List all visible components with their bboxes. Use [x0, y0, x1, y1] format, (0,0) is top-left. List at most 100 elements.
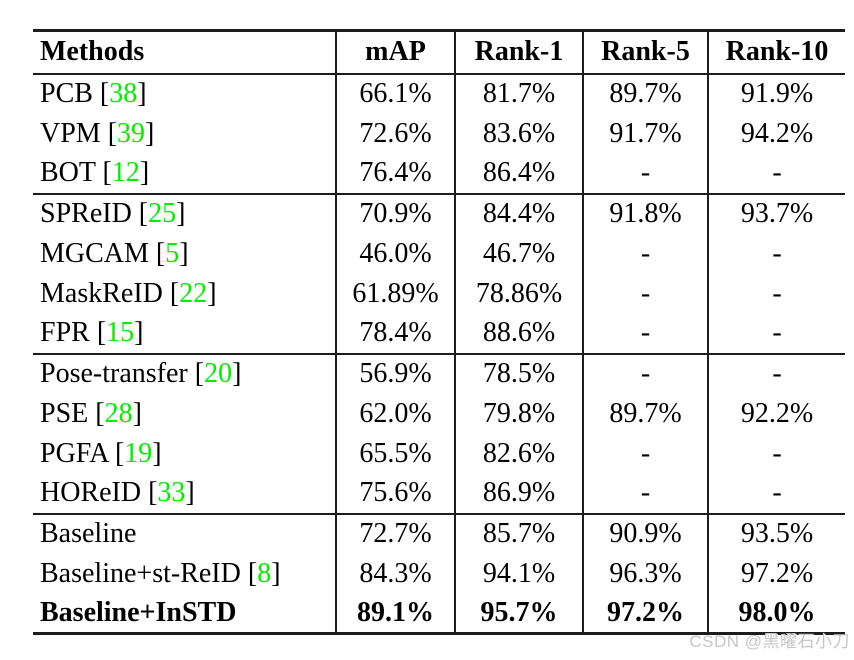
table-row: Baseline 72.7% 85.7% 90.9% 93.5%	[33, 513, 845, 554]
metric-value: -	[707, 233, 845, 274]
metric-value: 83.6%	[454, 113, 583, 154]
metric-value: 95.7%	[454, 593, 583, 634]
metric-value: 78.86%	[454, 273, 583, 314]
metric-value: 93.7%	[707, 193, 845, 234]
citation-ref: 28	[104, 397, 133, 429]
method-name: Baseline+st-ReID [8]	[40, 557, 281, 589]
metric-value: 79.8%	[454, 393, 583, 434]
metric-value: 84.4%	[454, 193, 583, 234]
method-name: FPR [15]	[40, 317, 144, 348]
metric-value: 76.4%	[335, 153, 455, 194]
metric-value: 85.7%	[454, 513, 583, 554]
table-row: BOT [12] 76.4% 86.4% - -	[33, 153, 845, 194]
table-row: Pose-transfer [20] 56.9% 78.5% - -	[33, 353, 845, 394]
metric-value: 70.9%	[335, 193, 455, 234]
metric-value: 91.8%	[582, 193, 708, 234]
metric-value: 89.7%	[582, 73, 708, 114]
metric-value: 66.1%	[335, 73, 455, 114]
metric-value: 90.9%	[582, 513, 708, 554]
metric-value: 86.9%	[454, 473, 583, 514]
metric-value: 65.5%	[335, 433, 455, 474]
metric-value: -	[582, 313, 708, 354]
metric-value: -	[707, 353, 845, 394]
citation-ref: 5	[165, 237, 180, 269]
method-name: MaskReID [22]	[40, 277, 217, 309]
metric-value: -	[582, 153, 708, 194]
citation-ref: 12	[111, 157, 140, 188]
metric-value: 72.7%	[335, 513, 455, 554]
metric-value: 89.1%	[335, 593, 455, 634]
method-name: BOT [12]	[40, 157, 150, 188]
table-row: PGFA [19] 65.5% 82.6% - -	[33, 433, 845, 474]
metric-value: 46.0%	[335, 233, 455, 274]
metric-value: 56.9%	[335, 353, 455, 394]
metric-value: 75.6%	[335, 473, 455, 514]
metric-value: 92.2%	[707, 393, 845, 434]
table-row: HOReID [33] 75.6% 86.9% - -	[33, 473, 845, 514]
table-row: MGCAM [5] 46.0% 46.7% - -	[33, 233, 845, 274]
metric-value: 93.5%	[707, 513, 845, 554]
metric-value: -	[707, 273, 845, 314]
metric-value: -	[582, 473, 708, 514]
method-name: VPM [39]	[40, 117, 155, 149]
col-header-rank5: Rank-5	[582, 30, 708, 74]
table-row: PSE [28] 62.0% 79.8% 89.7% 92.2%	[33, 393, 845, 434]
method-name: Pose-transfer [20]	[40, 358, 242, 389]
citation-ref: 15	[106, 317, 135, 348]
table-row: Baseline+InSTD 89.1% 95.7% 97.2% 98.0%	[33, 593, 845, 634]
citation-ref: 38	[109, 78, 138, 109]
metric-value: -	[707, 153, 845, 194]
metric-value: -	[582, 433, 708, 474]
col-header-rank10: Rank-10	[707, 30, 845, 74]
metric-value: 96.3%	[582, 553, 708, 594]
col-header-rank1: Rank-1	[454, 30, 583, 74]
metric-value: -	[707, 433, 845, 474]
method-name: Baseline+InSTD	[40, 596, 237, 628]
metric-value: 91.7%	[582, 113, 708, 154]
citation-ref: 33	[157, 477, 186, 508]
col-header-methods: Methods	[40, 36, 145, 68]
method-name: SPReID [25]	[40, 198, 186, 229]
method-name: Baseline	[40, 518, 137, 549]
metric-value: 62.0%	[335, 393, 455, 434]
metric-value: 94.1%	[454, 553, 583, 594]
metric-value: -	[582, 273, 708, 314]
metric-value: 46.7%	[454, 233, 583, 274]
citation-ref: 19	[124, 437, 153, 469]
table-row: FPR [15] 78.4% 88.6% - -	[33, 313, 845, 354]
table-row: VPM [39] 72.6% 83.6% 91.7% 94.2%	[33, 113, 845, 154]
table-header-row: Methods mAP Rank-1 Rank-5 Rank-10	[33, 30, 845, 74]
metric-value: 72.6%	[335, 113, 455, 154]
metric-value: 78.4%	[335, 313, 455, 354]
citation-ref: 20	[204, 358, 233, 389]
metric-value: 98.0%	[707, 593, 845, 634]
metric-value: 82.6%	[454, 433, 583, 474]
metric-value: 78.5%	[454, 353, 583, 394]
citation-ref: 22	[179, 277, 208, 309]
method-name: MGCAM [5]	[40, 237, 189, 269]
metric-value: -	[582, 353, 708, 394]
citation-ref: 8	[257, 557, 272, 589]
metric-value: 97.2%	[582, 593, 708, 634]
metric-value: 94.2%	[707, 113, 845, 154]
method-name: PSE [28]	[40, 397, 142, 429]
metric-value: -	[707, 313, 845, 354]
results-table: Methods mAP Rank-1 Rank-5 Rank-10 PCB [3…	[33, 29, 845, 635]
metric-value: 81.7%	[454, 73, 583, 114]
citation-ref: 25	[148, 198, 177, 229]
table-row: Baseline+st-ReID [8] 84.3% 94.1% 96.3% 97.2%	[33, 553, 845, 594]
method-name: HOReID [33]	[40, 477, 195, 508]
method-name: PCB [38]	[40, 78, 147, 109]
metric-value: -	[707, 473, 845, 514]
metric-value: 97.2%	[707, 553, 845, 594]
metric-value: 89.7%	[582, 393, 708, 434]
citation-ref: 39	[117, 117, 146, 149]
metric-value: 91.9%	[707, 73, 845, 114]
metric-value: 61.89%	[335, 273, 455, 314]
metric-value: 86.4%	[454, 153, 583, 194]
table-row: SPReID [25] 70.9% 84.4% 91.8% 93.7%	[33, 193, 845, 234]
metric-value: -	[582, 233, 708, 274]
col-header-map: mAP	[335, 30, 455, 74]
metric-value: 84.3%	[335, 553, 455, 594]
